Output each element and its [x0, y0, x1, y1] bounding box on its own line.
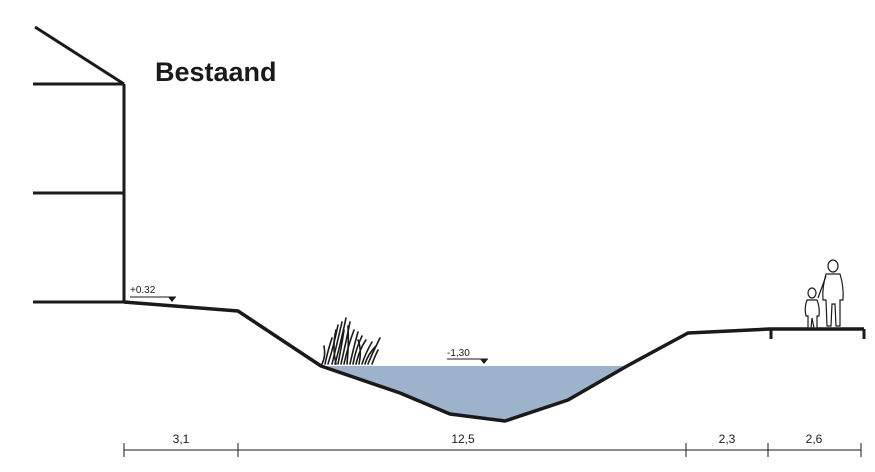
ground-profile — [123, 300, 864, 423]
dimension-line — [123, 443, 862, 457]
dimension-label: 3,1 — [173, 432, 190, 446]
water-level-marker: -1,30 — [447, 348, 488, 364]
water-level-label: -1,30 — [447, 348, 470, 359]
pedestrian-child-icon — [804, 287, 820, 329]
drawing-title: Bestaand — [155, 57, 277, 87]
pedestrian-adult-icon — [817, 259, 844, 327]
dimension-label: 2,3 — [719, 432, 736, 446]
ground-level-label: +0.32 — [130, 285, 156, 296]
water-body — [322, 366, 627, 421]
dimension-label: 2,6 — [806, 432, 823, 446]
dimension-label: 12,5 — [451, 432, 475, 446]
house-outline — [33, 25, 126, 304]
reed-plants — [321, 317, 381, 365]
ground-level-marker: +0.32 — [130, 285, 176, 302]
